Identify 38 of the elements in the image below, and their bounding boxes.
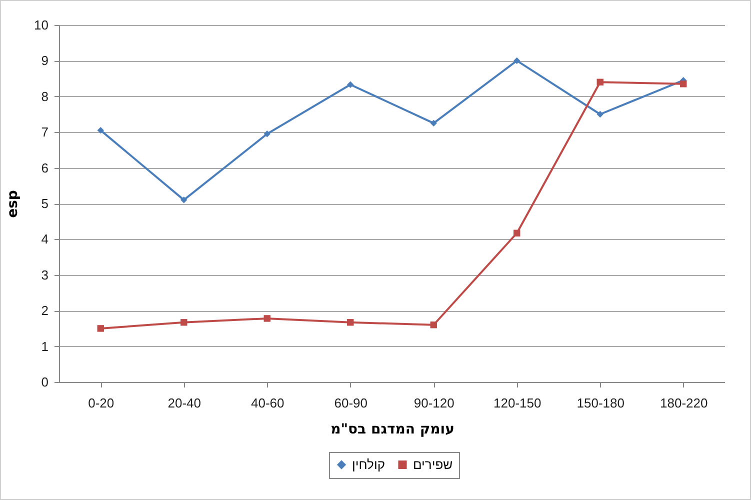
- legend-label: שפירים: [413, 456, 453, 472]
- x-tick-label: 150-180: [576, 396, 624, 410]
- y-tick-label: 9: [41, 53, 48, 68]
- point: [347, 81, 354, 88]
- point: [180, 196, 188, 204]
- point: [596, 78, 604, 86]
- x-tick-label: 120-150: [494, 396, 542, 410]
- point: [596, 110, 604, 118]
- x-tick-label: 0-20: [88, 396, 114, 410]
- y-tick-label: 5: [41, 196, 48, 211]
- point: [430, 120, 437, 127]
- y-tick-label: 3: [41, 267, 48, 282]
- y-tick-label: 0: [41, 374, 48, 390]
- x-tick-label: 60-90: [334, 396, 368, 410]
- point: [347, 319, 354, 326]
- point: [97, 126, 104, 134]
- y-tick-label: 10: [34, 18, 48, 32]
- y-axis-title: esp: [5, 190, 22, 218]
- point: [264, 130, 270, 138]
- y-tick-label: 2: [41, 303, 48, 318]
- legend-label: קולחין: [352, 456, 385, 472]
- x-tick-label: 90-120: [414, 396, 454, 410]
- x-tick-label: 40-60: [251, 396, 284, 410]
- point: [430, 322, 437, 328]
- y-tick-label: 1: [41, 338, 48, 354]
- x-tick-label: 20-40: [168, 396, 201, 410]
- y-tick-label: 4: [41, 232, 48, 247]
- point: [680, 80, 687, 88]
- y-tick-label: 6: [41, 160, 48, 176]
- x-tick-label: 180-220: [660, 396, 708, 410]
- y-tick-label: 8: [41, 88, 48, 104]
- point: [514, 230, 520, 236]
- point: [264, 315, 270, 322]
- x-axis-title: עומק המדגם בס"מ: [330, 422, 454, 438]
- y-tick-label: 7: [41, 124, 48, 140]
- point: [97, 325, 104, 332]
- point: [514, 57, 520, 64]
- point: [180, 319, 188, 326]
